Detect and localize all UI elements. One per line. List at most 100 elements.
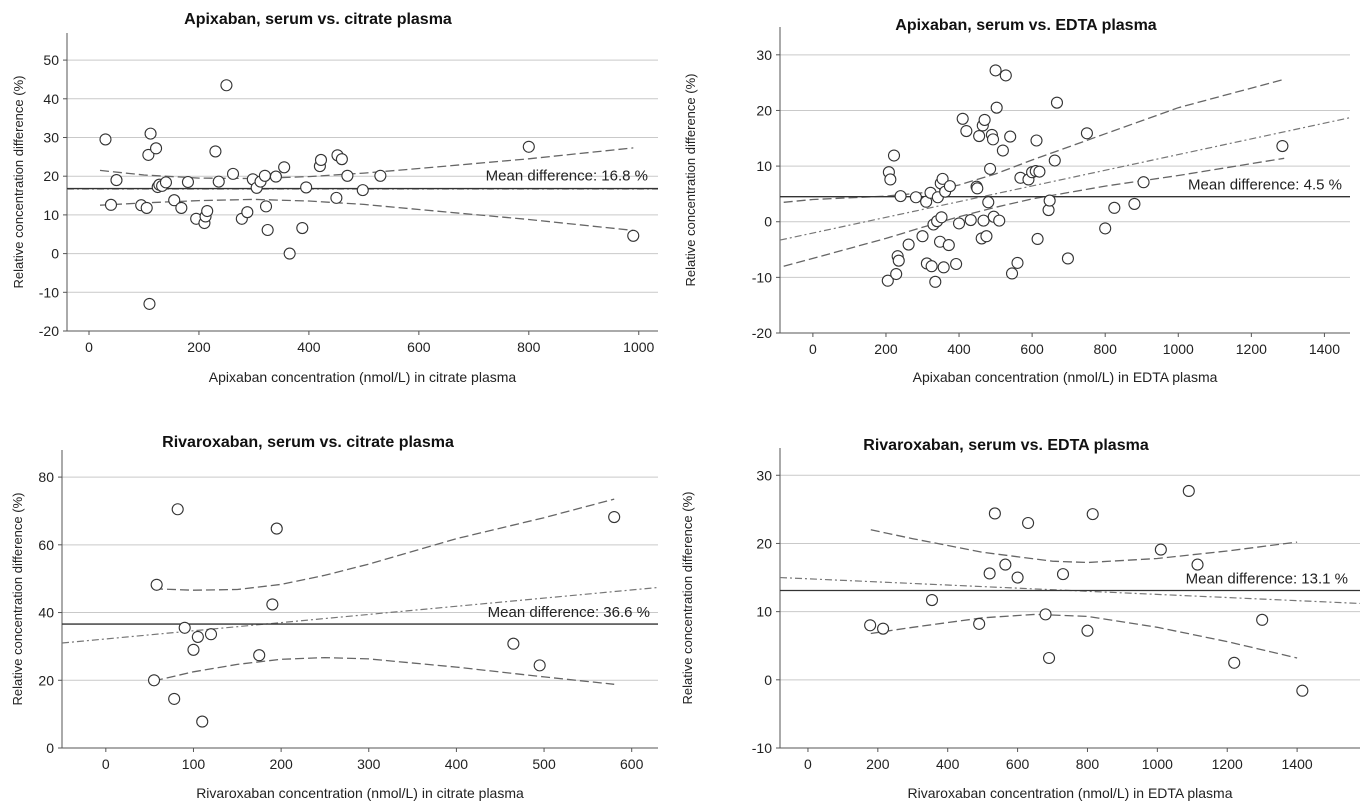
chart-title: Rivaroxaban, serum vs. citrate plasma xyxy=(162,434,454,451)
y-tick-label: 10 xyxy=(756,158,772,174)
data-point xyxy=(627,229,640,242)
data-point xyxy=(1011,256,1024,269)
data-point xyxy=(181,175,194,189)
data-point xyxy=(258,169,271,182)
data-point xyxy=(988,507,1001,520)
x-tick-label: 800 xyxy=(517,339,541,355)
x-tick-label: 400 xyxy=(947,341,971,357)
regression-line xyxy=(779,117,1351,241)
data-point xyxy=(187,643,200,656)
data-point xyxy=(990,101,1003,114)
data-point xyxy=(296,222,309,235)
data-point xyxy=(1228,656,1241,669)
data-point xyxy=(950,257,963,271)
data-point xyxy=(960,124,973,138)
y-tick-label: 40 xyxy=(38,605,54,621)
ci-upper-line xyxy=(99,147,634,180)
data-point xyxy=(168,692,181,705)
ci-lower-line xyxy=(870,613,1298,659)
y-tick-label: -10 xyxy=(39,284,59,300)
data-point xyxy=(104,198,118,211)
data-point xyxy=(150,142,163,155)
data-point xyxy=(956,112,969,125)
data-point xyxy=(140,201,153,214)
data-point xyxy=(1128,197,1141,210)
x-tick-label: 200 xyxy=(866,756,890,772)
data-point xyxy=(983,567,996,580)
chart-rivaroxaban-edta: -10 0 10 20 30 0 200 400 600 800 1000 1200 1400 Rivar… xyxy=(680,437,1360,801)
x-tick-label: 600 xyxy=(407,339,431,355)
x-axis-label: Rivaroxaban concentration (nmol/L) in ci… xyxy=(196,785,524,801)
data-point xyxy=(204,628,218,641)
data-point xyxy=(341,169,354,182)
x-tick-label: 500 xyxy=(532,756,556,772)
data-point xyxy=(887,149,901,162)
y-tick-label: -10 xyxy=(752,740,772,756)
data-point xyxy=(984,162,997,175)
data-point xyxy=(1081,624,1094,637)
data-point xyxy=(978,113,991,126)
data-point xyxy=(1042,651,1056,665)
y-tick-label: -20 xyxy=(752,325,772,341)
y-tick-label: 10 xyxy=(43,207,59,223)
chart-rivaroxaban-citrate: 0 20 40 60 80 0 100 200 300 400 500 600 Rivaroxaban,… xyxy=(10,434,659,801)
data-point xyxy=(877,622,890,635)
data-point xyxy=(1108,201,1121,214)
data-point xyxy=(977,214,990,227)
data-point xyxy=(1004,130,1017,143)
data-point xyxy=(201,204,214,218)
data-point xyxy=(608,511,621,524)
y-axis-label: Relative concentration difference (%) xyxy=(11,76,26,289)
data-point xyxy=(374,169,387,182)
x-tick-label: 800 xyxy=(1094,341,1118,357)
mean-difference-label: Mean difference: 36.6 % xyxy=(488,604,650,621)
data-point xyxy=(1005,267,1019,280)
data-point xyxy=(159,176,173,189)
y-axis-label: Relative concentration difference (%) xyxy=(683,74,698,287)
y-tick-label: 0 xyxy=(51,246,59,262)
data-point xyxy=(196,715,209,728)
x-tick-label: 600 xyxy=(620,756,644,772)
data-point xyxy=(999,69,1012,82)
x-tick-label: 1200 xyxy=(1212,756,1243,772)
data-point xyxy=(522,140,535,153)
mean-difference-label: Mean difference: 13.1 % xyxy=(1186,571,1348,588)
data-point xyxy=(261,223,274,237)
data-point xyxy=(925,260,938,273)
data-point xyxy=(171,503,184,516)
data-point xyxy=(1022,516,1035,530)
chart-title: Apixaban, serum vs. citrate plasma xyxy=(184,11,452,28)
data-point xyxy=(253,649,266,662)
data-point xyxy=(937,261,950,274)
data-point xyxy=(1137,176,1150,189)
data-point xyxy=(209,145,222,158)
ci-upper-line xyxy=(153,498,615,591)
data-point xyxy=(1048,154,1061,167)
data-point xyxy=(269,170,282,183)
data-point xyxy=(1276,140,1289,153)
data-point xyxy=(283,247,296,260)
data-point xyxy=(890,267,903,281)
mean-difference-label: Mean difference: 16.8 % xyxy=(486,168,648,185)
x-tick-label: 1000 xyxy=(1142,756,1173,772)
x-axis-label: Rivaroxaban concentration (nmol/L) in ED… xyxy=(907,785,1232,801)
data-point xyxy=(270,522,283,535)
data-point xyxy=(942,239,955,252)
x-tick-label: 200 xyxy=(187,339,211,355)
data-point xyxy=(147,674,161,687)
data-point xyxy=(1011,571,1024,584)
data-point xyxy=(1030,134,1043,147)
chart-apixaban-citrate: -20 -10 0 10 20 30 40 50 0 200 400 600 800 1000 Apixab… xyxy=(11,11,658,385)
y-tick-label: 20 xyxy=(756,535,772,551)
data-point xyxy=(892,254,905,267)
ci-lower-line xyxy=(153,656,615,685)
data-point xyxy=(964,214,977,227)
x-tick-label: 1400 xyxy=(1282,756,1313,772)
data-point xyxy=(1191,558,1204,571)
data-point xyxy=(982,196,995,209)
x-tick-label: 600 xyxy=(1020,341,1044,357)
data-point xyxy=(971,182,984,195)
data-point xyxy=(212,175,225,188)
data-point xyxy=(999,558,1012,571)
